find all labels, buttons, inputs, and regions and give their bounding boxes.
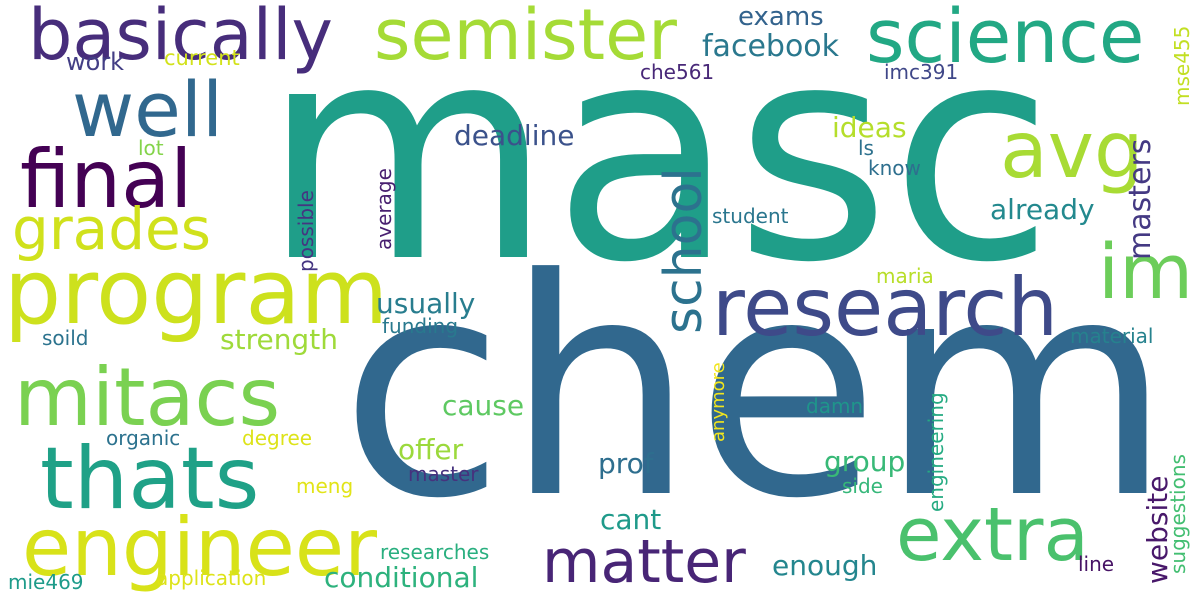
word: research: [712, 261, 1059, 354]
word: funding: [382, 314, 459, 338]
word: suggestions: [1166, 454, 1190, 574]
word: degree: [242, 426, 313, 450]
word: master: [408, 462, 479, 486]
word: average: [372, 168, 396, 250]
word: student: [712, 204, 789, 228]
word: semister: [374, 0, 677, 76]
word: masters: [1123, 138, 1158, 260]
word: program: [4, 240, 389, 345]
word: mse455: [1170, 25, 1194, 106]
word: cause: [442, 389, 525, 422]
word: imc391: [884, 60, 959, 84]
word: matter: [542, 527, 746, 597]
word: work: [66, 48, 125, 76]
word: thats: [40, 429, 260, 529]
word: group: [824, 445, 906, 478]
word: basically: [28, 0, 333, 76]
word: possible: [294, 190, 318, 272]
word: line: [1078, 552, 1115, 576]
word: well: [72, 65, 224, 154]
word: already: [990, 193, 1095, 226]
word: science: [866, 0, 1145, 80]
word: know: [868, 156, 921, 180]
word: mie469: [8, 570, 84, 594]
word: enough: [772, 549, 878, 582]
word: grades: [12, 195, 211, 263]
word: exams: [738, 2, 824, 32]
word: application: [156, 566, 267, 590]
word: side: [842, 474, 883, 498]
word: avg: [1000, 106, 1144, 196]
word: cant: [600, 503, 662, 536]
word: final: [20, 133, 193, 226]
word: strength: [220, 323, 338, 356]
word: current: [164, 46, 240, 70]
word: school: [654, 167, 714, 334]
word: organic: [106, 426, 181, 450]
word: maria: [876, 264, 934, 288]
word: masc: [262, 0, 1054, 328]
word: lot: [138, 136, 164, 160]
word: anymore: [708, 362, 729, 442]
word: engineering: [924, 392, 948, 512]
word: deadline: [454, 119, 575, 152]
word: usually: [376, 287, 476, 320]
word: material: [1070, 324, 1154, 348]
word: ideas: [832, 111, 907, 144]
word: chem: [340, 215, 1172, 564]
word: prof: [598, 447, 654, 480]
word: conditional: [324, 561, 479, 594]
word: researches: [380, 540, 490, 564]
word: mitacs: [14, 351, 281, 444]
word: facebook: [702, 29, 840, 64]
word: meng: [296, 474, 354, 498]
word: che561: [640, 60, 715, 84]
word: extra: [896, 492, 1089, 578]
word: engineer: [22, 501, 377, 594]
word: soild: [42, 326, 89, 350]
word: offer: [398, 433, 464, 466]
word: damn: [806, 394, 864, 418]
word: ls: [858, 136, 874, 160]
word: im: [1098, 227, 1194, 316]
